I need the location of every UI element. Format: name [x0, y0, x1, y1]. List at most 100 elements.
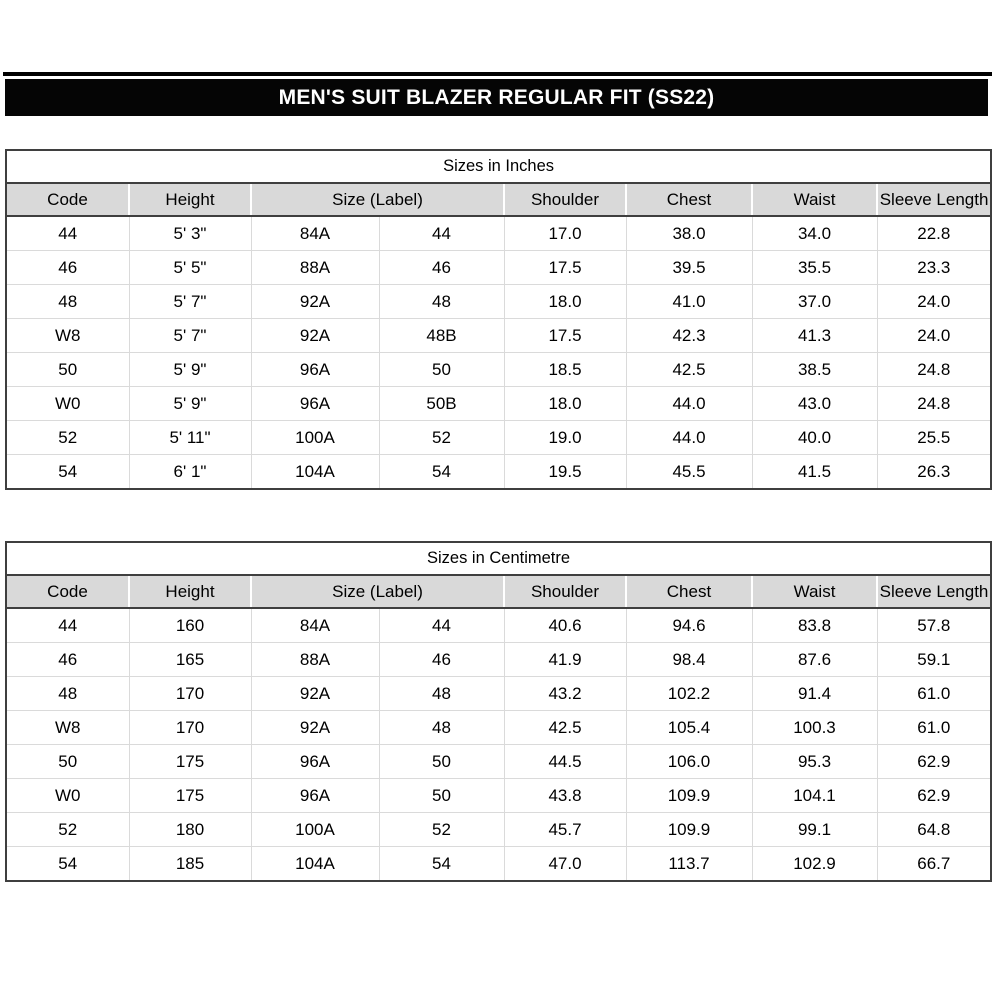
cell: 5' 9" [128, 352, 252, 387]
column-header: Shoulder [503, 575, 626, 609]
cell: 180 [128, 812, 252, 847]
table-row: W8 170 92A 48 42.5 105.4 100.3 61.0 [6, 710, 992, 745]
cell: 92A [250, 284, 380, 319]
cell: 5' 7" [128, 318, 252, 353]
cell: 66.7 [876, 846, 992, 881]
column-header: Sleeve Length [875, 183, 992, 217]
cell: 52 [378, 420, 505, 455]
cell: 41.9 [503, 642, 627, 677]
cell: 45.7 [503, 812, 627, 847]
column-header: Chest [625, 183, 752, 217]
cell: 17.5 [503, 318, 627, 353]
cell: 52 [6, 420, 130, 455]
title-banner: MEN'S SUIT BLAZER REGULAR FIT (SS22) [5, 79, 988, 116]
cell: 59.1 [876, 642, 992, 677]
top-divider-rule [3, 72, 992, 76]
table-row: 54 6' 1" 104A 54 19.5 45.5 41.5 26.3 [6, 454, 992, 489]
table-caption: Sizes in Inches [6, 150, 992, 184]
cell: 40.0 [751, 420, 878, 455]
cell: 113.7 [625, 846, 753, 881]
column-header: Height [128, 575, 251, 609]
table-row: 44 5' 3" 84A 44 17.0 38.0 34.0 22.8 [6, 215, 992, 251]
cell: 44.5 [503, 744, 627, 779]
column-header: Size (Label) [250, 183, 504, 217]
cell: 109.9 [625, 812, 753, 847]
cell: 43.2 [503, 676, 627, 711]
cell: 48B [378, 318, 505, 353]
cell: 64.8 [876, 812, 992, 847]
table-body: 44 5' 3" 84A 44 17.0 38.0 34.0 22.8 46 5' 5" 88A 46… [6, 215, 992, 489]
cell: 5' 3" [128, 215, 252, 251]
cell: 26.3 [876, 454, 992, 489]
cell: 6' 1" [128, 454, 252, 489]
cell: 47.0 [503, 846, 627, 881]
cell: 61.0 [876, 710, 992, 745]
cell: 94.6 [625, 607, 753, 643]
column-header: Shoulder [503, 183, 626, 217]
cell: 98.4 [625, 642, 753, 677]
table-header-row: Code Height Size (Label) Shoulder Chest Waist… [6, 183, 992, 217]
cell: 54 [378, 846, 505, 881]
cell: 22.8 [876, 215, 992, 251]
cell: 35.5 [751, 250, 878, 285]
cell: 48 [378, 676, 505, 711]
cell: 17.0 [503, 215, 627, 251]
cell: 175 [128, 744, 252, 779]
cell: 24.8 [876, 386, 992, 421]
cell: 46 [378, 642, 505, 677]
cell: 19.0 [503, 420, 627, 455]
table-caption-row: Sizes in Centimetre [6, 542, 992, 576]
column-header: Size (Label) [250, 575, 504, 609]
cell: 52 [6, 812, 130, 847]
table-caption: Sizes in Centimetre [6, 542, 992, 576]
cell: 48 [378, 284, 505, 319]
cell: 24.0 [876, 318, 992, 353]
cell: 44 [6, 607, 130, 643]
table-row: 48 170 92A 48 43.2 102.2 91.4 61.0 [6, 676, 992, 711]
cell: 5' 9" [128, 386, 252, 421]
cell: 46 [6, 642, 130, 677]
table-row: W8 5' 7" 92A 48B 17.5 42.3 41.3 24.0 [6, 318, 992, 353]
cell: 109.9 [625, 778, 753, 813]
cell: W8 [6, 318, 130, 353]
cell: 104A [250, 846, 380, 881]
table-row: 52 5' 11" 100A 52 19.0 44.0 40.0 25.5 [6, 420, 992, 455]
page-title: MEN'S SUIT BLAZER REGULAR FIT (SS22) [278, 85, 715, 109]
table-row: W0 5' 9" 96A 50B 18.0 44.0 43.0 24.8 [6, 386, 992, 421]
cell: 44 [378, 607, 505, 643]
table-caption-row: Sizes in Inches [6, 150, 992, 184]
column-header: Sleeve Length [875, 575, 992, 609]
cell: 44.0 [625, 386, 753, 421]
cell: 104A [250, 454, 380, 489]
cell: 62.9 [876, 744, 992, 779]
cell: 175 [128, 778, 252, 813]
cell: 48 [6, 676, 130, 711]
table-row: 54 185 104A 54 47.0 113.7 102.9 66.7 [6, 846, 992, 881]
cell: 88A [250, 250, 380, 285]
cell: 5' 11" [128, 420, 252, 455]
cell: 96A [250, 352, 380, 387]
cell: 96A [250, 744, 380, 779]
cell: 102.2 [625, 676, 753, 711]
cell: 61.0 [876, 676, 992, 711]
cell: 160 [128, 607, 252, 643]
cell: 185 [128, 846, 252, 881]
cell: 105.4 [625, 710, 753, 745]
cell: 102.9 [751, 846, 878, 881]
table-header-row: Code Height Size (Label) Shoulder Chest Waist… [6, 575, 992, 609]
column-header: Waist [751, 183, 877, 217]
cell: 170 [128, 710, 252, 745]
cell: 39.5 [625, 250, 753, 285]
cell: 96A [250, 778, 380, 813]
table-row: 46 5' 5" 88A 46 17.5 39.5 35.5 23.3 [6, 250, 992, 285]
cell: 57.8 [876, 607, 992, 643]
cell: 18.5 [503, 352, 627, 387]
column-header: Chest [625, 575, 752, 609]
cell: 88A [250, 642, 380, 677]
cell: 50B [378, 386, 505, 421]
table-row: W0 175 96A 50 43.8 109.9 104.1 62.9 [6, 778, 992, 813]
cell: 84A [250, 215, 380, 251]
cell: 104.1 [751, 778, 878, 813]
cell: 23.3 [876, 250, 992, 285]
